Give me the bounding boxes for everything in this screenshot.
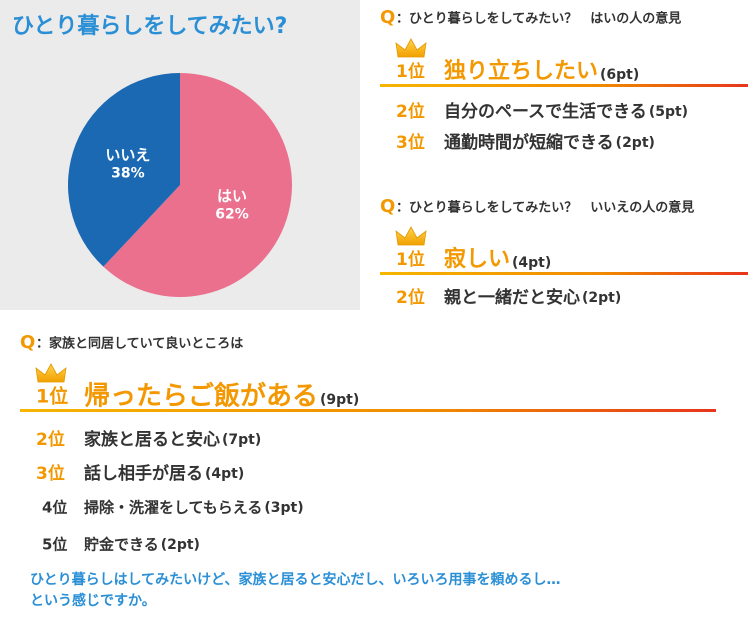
rank-points: (7pt) [222,432,261,448]
question-title: ：家族と同居していて良いところは [36,336,243,352]
question-title: ：ひとり暮らしをしてみたい？ はいの人の意見 [396,11,681,27]
footer-text: という感じですか。 [30,592,156,609]
rank-item: 話し相手が居る [84,463,203,484]
rank-points: (3pt) [264,500,303,516]
pie-slice [103,73,292,297]
rank-underline [380,84,748,87]
crown-icon [395,38,427,58]
rank-item: 貯金できる [84,536,159,554]
rank: 3位 [396,132,425,153]
slice-value: 38% [111,165,145,181]
rank-item: 家族と居ると安心 [84,429,220,450]
rank-points: (9pt) [320,392,359,408]
rank-item: 親と一緒だと安心 [444,287,580,308]
rank-item: 通勤時間が短縮できる [444,132,614,153]
rank-item: 自分のペースで生活できる [444,101,647,122]
rank: 1位 [396,249,425,270]
rank-points: (5pt) [649,104,688,120]
rank: 2位 [36,429,65,450]
rank: 4位 [42,499,67,517]
question-mark: Q [20,332,35,353]
rank-points: (2pt) [616,135,655,151]
rank-item: 掃除・洗濯をしてもらえる [84,499,262,517]
question-mark: Q [380,7,395,28]
question-mark: Q [380,196,395,217]
rank: 5位 [42,536,67,554]
rank-underline [20,409,716,412]
footer-text: ひとり暮らしはしてみたいけど、家族と居ると安心だし、いろいろ用事を頼めるし… [30,571,560,588]
rank-underline [380,272,748,275]
pie-slice [67,73,180,267]
rank-points: (6pt) [600,67,639,83]
chart-title: ひとり暮らしをしてみたい? [12,14,287,39]
rank: 3位 [36,463,65,484]
rank: 1位 [36,385,68,408]
rank-item: 帰ったらご飯がある [84,381,318,412]
rank-points: (4pt) [205,466,244,482]
rank: 1位 [396,61,425,82]
rank-item: 寂しい [444,246,510,272]
rank: 2位 [396,287,425,308]
rank-item: 独り立ちしたい [444,58,598,84]
rank-points: (4pt) [512,255,551,271]
question-title: ：ひとり暮らしをしてみたい？ いいえの人の意見 [396,200,694,216]
slice-value: 62% [215,207,249,223]
crown-icon [395,226,427,246]
slice-label: はい [217,187,247,205]
rank-points: (2pt) [582,290,621,306]
rank-points: (2pt) [161,537,200,553]
slice-label: いいえ [105,146,150,164]
crown-icon [35,363,67,383]
rank: 2位 [396,101,425,122]
